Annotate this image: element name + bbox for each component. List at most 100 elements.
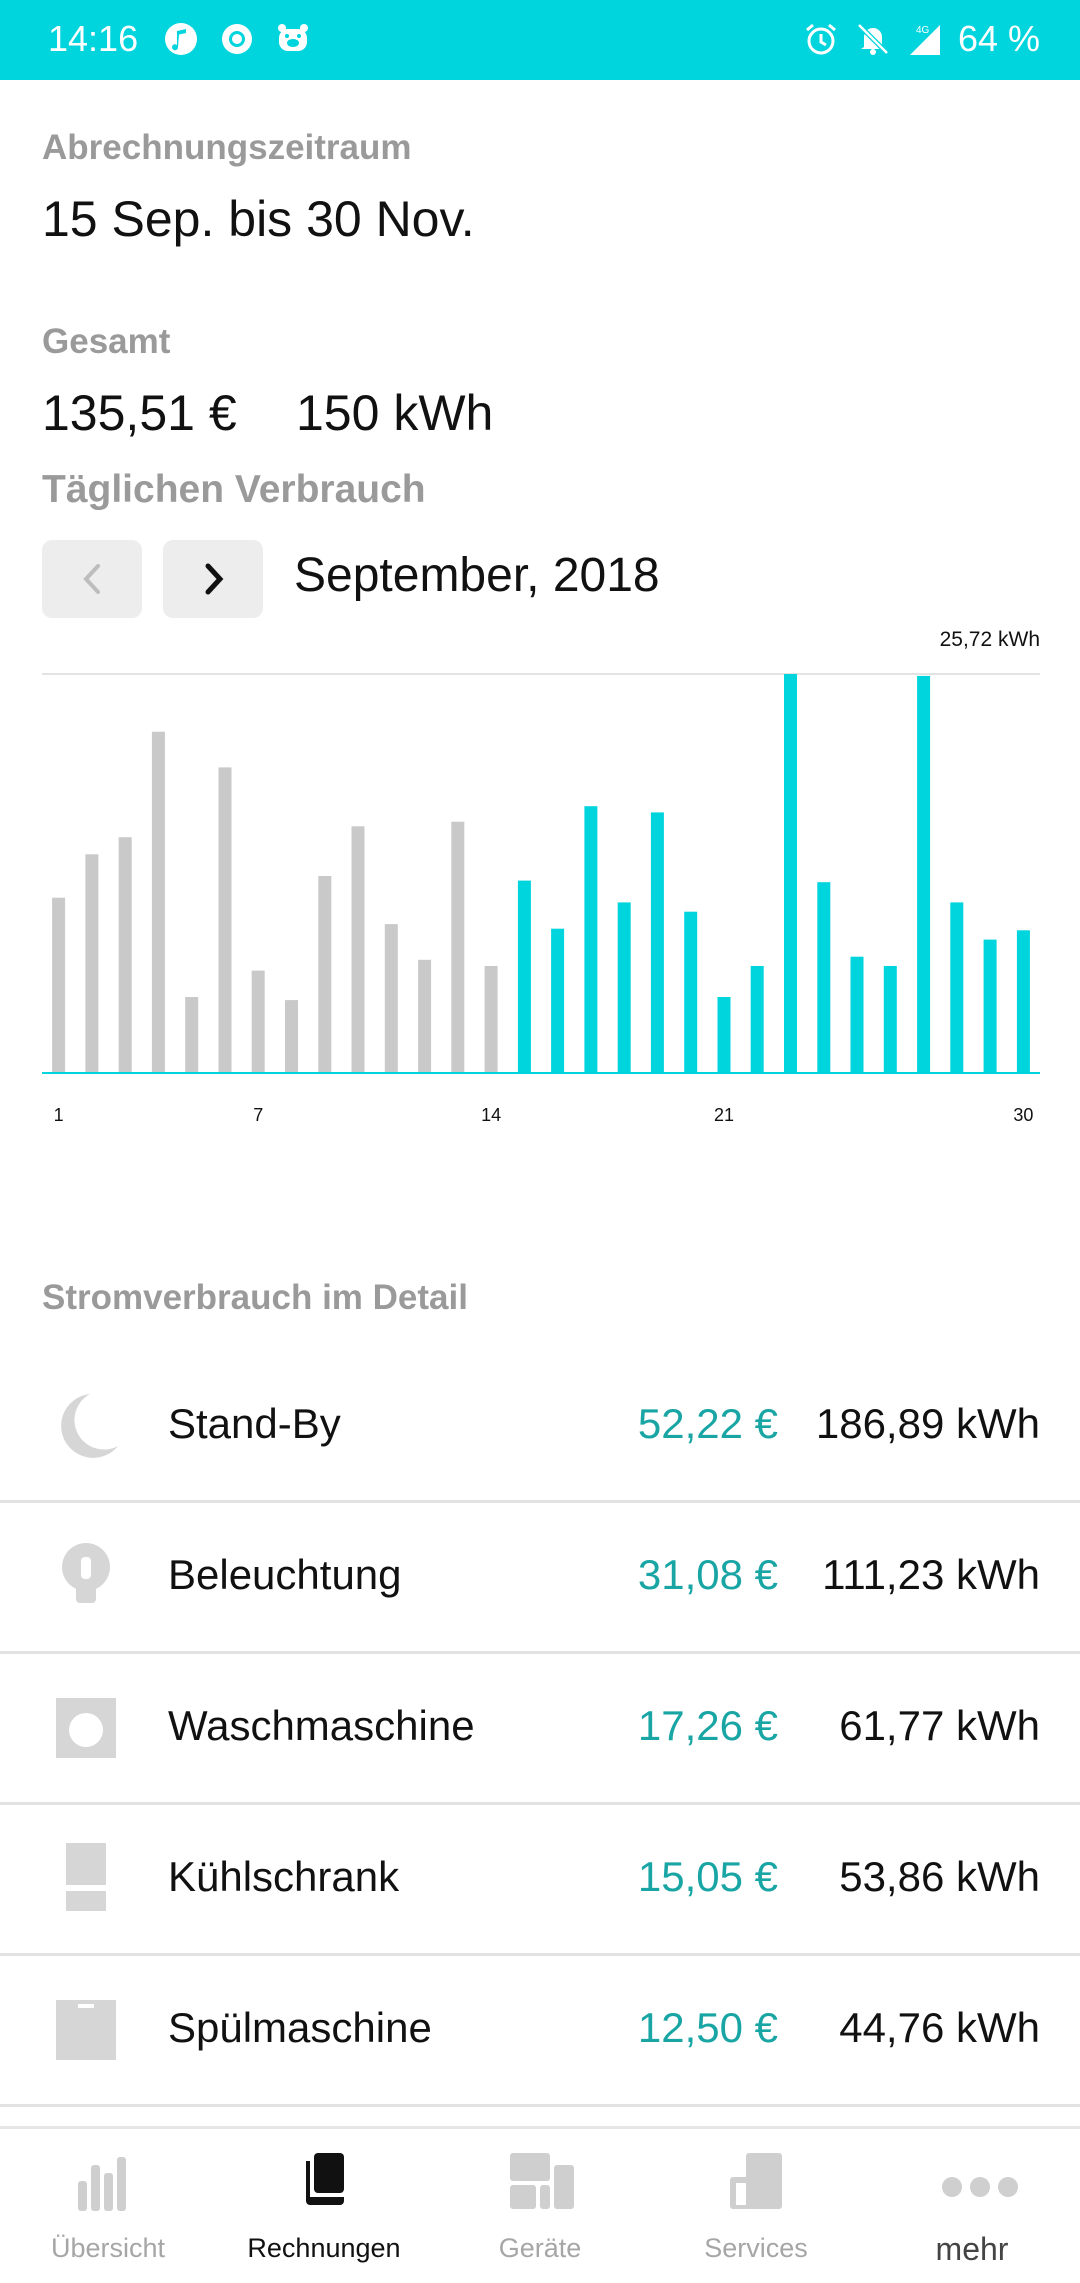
status-bar: 14:16 4G 64 %: [0, 0, 1080, 80]
bar-day-25: [850, 956, 864, 1073]
bar-day-9: [318, 876, 332, 1073]
period-value: 15 Sep. bis 30 Nov.: [42, 191, 475, 247]
detail-kwh: 111,23 kWh: [822, 1551, 1040, 1598]
bell-off-icon: [857, 23, 889, 55]
nav-label: Geräte: [498, 2233, 582, 2263]
fridge-icon: [66, 1843, 106, 1911]
nav-rechnungen[interactable]: Rechnungen: [216, 2129, 432, 2283]
bar-day-10: [351, 826, 365, 1073]
bar-day-19: [650, 812, 664, 1073]
dishwasher-icon: [56, 2000, 116, 2060]
detail-name: Stand-By: [168, 1400, 341, 1447]
bar-day-22: [750, 966, 764, 1073]
bar-day-6: [218, 767, 232, 1073]
bar-day-7: [251, 970, 265, 1073]
chevron-left-icon: [83, 564, 100, 594]
bar-day-20: [684, 911, 698, 1073]
next-month-button[interactable]: [163, 540, 263, 618]
daily-label: Täglichen Verbrauch: [42, 468, 426, 511]
bar-day-30: [1016, 930, 1030, 1073]
bar-day-3: [118, 837, 132, 1073]
bulb-icon: [62, 1543, 110, 1603]
devices-icon: [510, 2153, 574, 2209]
detail-row-standby[interactable]: Stand-By 52,22 € 186,89 kWh: [0, 1352, 1080, 1503]
total-kwh: 150 kWh: [296, 385, 494, 441]
bar-day-4: [151, 731, 165, 1073]
total-label: Gesamt: [42, 322, 171, 361]
nav-uebersicht[interactable]: Übersicht: [0, 2129, 216, 2283]
bar-day-27: [917, 675, 931, 1073]
detail-name: Beleuchtung: [168, 1551, 402, 1598]
detail-eur: 31,08 €: [637, 1551, 778, 1598]
moon-icon: [61, 1394, 118, 1458]
detail-eur: 52,22 €: [637, 1400, 778, 1447]
bar-day-5: [185, 997, 199, 1073]
signal-icon: 4G: [909, 25, 940, 55]
nav-geraete[interactable]: Geräte: [432, 2129, 648, 2283]
bar-day-16: [551, 928, 565, 1073]
detail-name: Kühlschrank: [168, 1853, 400, 1900]
tick-label-1: 1: [54, 1105, 64, 1125]
detail-eur: 12,50 €: [637, 2004, 778, 2051]
tick-label-30: 30: [1013, 1105, 1033, 1125]
detail-eur: 17,26 €: [637, 1702, 778, 1749]
daily-consumption-chart: 25,72 kWh 1 7 14 21 30: [42, 628, 1040, 1125]
period-label: Abrechnungszeitraum: [42, 128, 412, 167]
chevron-right-icon: [205, 563, 224, 595]
bar-day-26: [883, 966, 897, 1073]
detail-name: Waschmaschine: [168, 1702, 475, 1749]
circle-o-icon: [222, 24, 252, 54]
svg-text:4G: 4G: [916, 25, 930, 36]
bar-chart-icon: [78, 2157, 126, 2211]
bar-day-23: [784, 674, 797, 1073]
bar-day-28: [950, 902, 964, 1073]
detail-name: Spülmaschine: [168, 2004, 432, 2051]
total-eur: 135,51 €: [42, 385, 237, 441]
bar-day-13: [451, 821, 465, 1073]
prev-month-button[interactable]: [42, 540, 142, 618]
tick-label-21: 21: [714, 1105, 734, 1125]
bar-day-17: [584, 806, 598, 1073]
detail-kwh: 44,76 kWh: [839, 2004, 1040, 2051]
bar-day-24: [817, 882, 831, 1073]
services-icon: [730, 2153, 782, 2209]
music-note-icon: [165, 23, 197, 55]
tick-label-7: 7: [253, 1105, 263, 1125]
status-time: 14:16: [48, 18, 139, 59]
bar-day-2: [85, 854, 99, 1073]
bar-day-11: [384, 924, 398, 1073]
more-dots-icon: [942, 2177, 1018, 2197]
detail-row-kuehlschrank[interactable]: Kühlschrank 15,05 € 53,86 kWh: [0, 1805, 1080, 1956]
month-label: September, 2018: [294, 549, 660, 602]
nav-label: Services: [704, 2233, 808, 2263]
bar-day-1: [52, 897, 66, 1073]
bar-day-21: [717, 997, 731, 1073]
nav-label: mehr: [935, 2231, 1009, 2267]
detail-row-spuelmaschine[interactable]: Spülmaschine 12,50 € 44,76 kWh: [0, 1956, 1080, 2107]
alarm-icon: [805, 23, 836, 55]
bar-day-14: [484, 966, 498, 1073]
battery-percent: 64 %: [957, 18, 1040, 59]
detail-kwh: 186,89 kWh: [815, 1400, 1040, 1447]
detail-kwh: 61,77 kWh: [839, 1702, 1040, 1749]
documents-icon: [306, 2153, 344, 2205]
bar-day-18: [617, 902, 631, 1073]
detail-eur: 15,05 €: [637, 1853, 778, 1900]
washing-machine-icon: [56, 1698, 116, 1758]
nav-label: Übersicht: [50, 2233, 166, 2263]
detail-label: Stromverbrauch im Detail: [42, 1278, 468, 1317]
chart-max-label: 25,72 kWh: [940, 628, 1040, 651]
tick-label-14: 14: [481, 1105, 501, 1125]
bottom-navigation: Übersicht Rechnungen Geräte Services meh…: [0, 2126, 1080, 2283]
detail-row-waschmaschine[interactable]: Waschmaschine 17,26 € 61,77 kWh: [0, 1654, 1080, 1805]
detail-row-beleuchtung[interactable]: Beleuchtung 31,08 € 111,23 kWh: [0, 1503, 1080, 1654]
nav-label: Rechnungen: [247, 2233, 401, 2263]
nav-services[interactable]: Services: [648, 2129, 864, 2283]
bar-day-15: [517, 880, 531, 1073]
nav-mehr[interactable]: mehr: [864, 2129, 1080, 2283]
bar-day-12: [418, 959, 432, 1073]
bar-day-8: [285, 1000, 298, 1073]
detail-kwh: 53,86 kWh: [839, 1853, 1040, 1900]
bar-day-29: [983, 939, 997, 1073]
pig-icon: [278, 24, 308, 51]
